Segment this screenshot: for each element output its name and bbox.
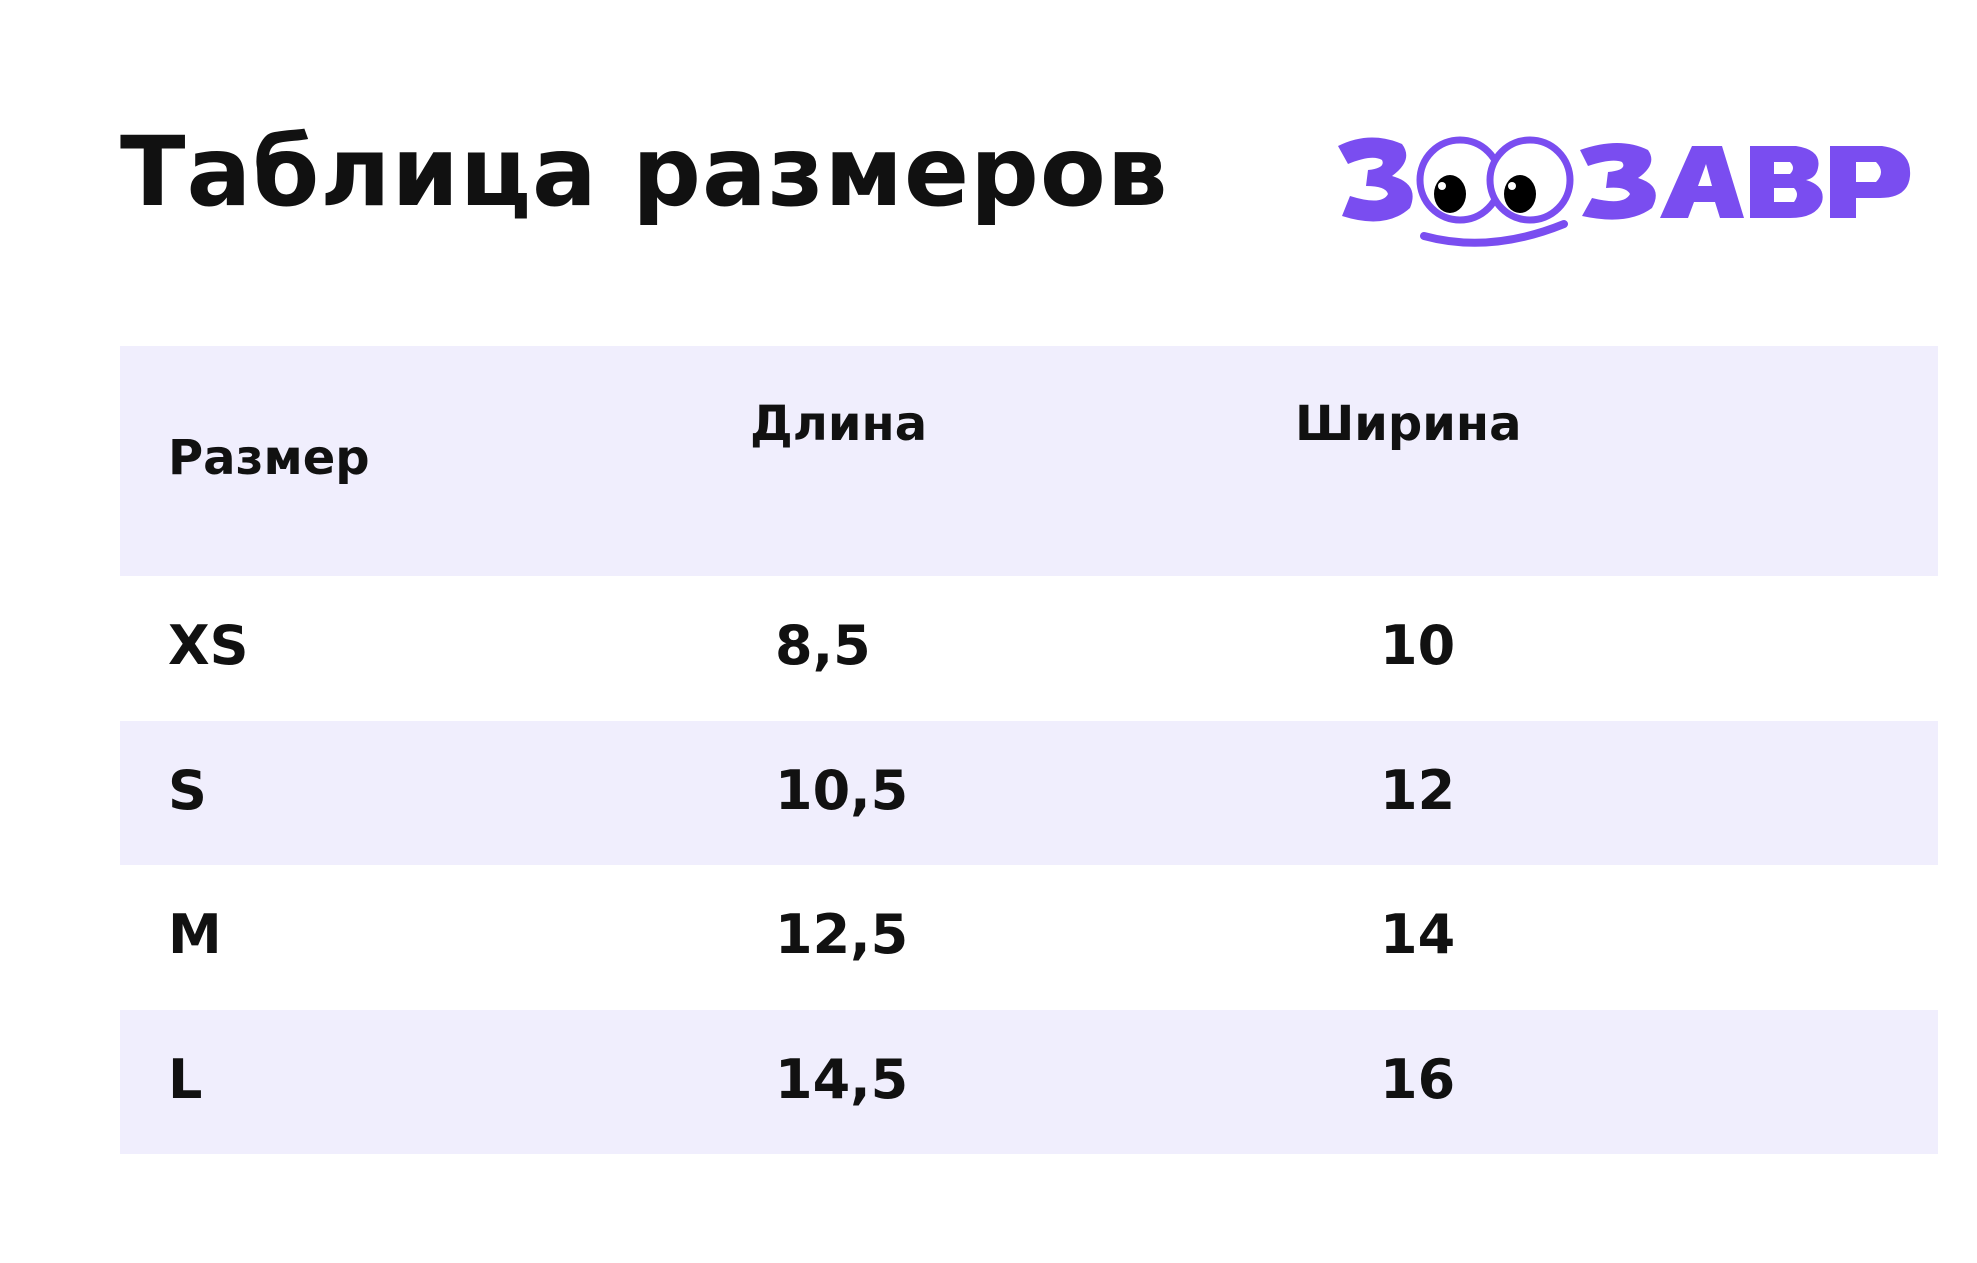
table-row: M 12,5 14	[120, 865, 1938, 1010]
logo-eye-glint-left	[1438, 182, 1446, 190]
size-table: Размер Длина Ширина XS 8,5 10 S 10,5 12 …	[120, 346, 1938, 1154]
cell-length: 10,5	[775, 758, 909, 822]
cell-size: L	[168, 1047, 203, 1111]
cell-length: 8,5	[775, 614, 871, 677]
logo-letter-v	[1750, 146, 1823, 218]
cell-width: 16	[1380, 1047, 1456, 1111]
header-length: Длина	[750, 396, 928, 452]
header-size: Размер	[168, 430, 370, 486]
cell-size: M	[168, 903, 222, 966]
header-width: Ширина	[1295, 396, 1522, 452]
logo-eye-glint-right	[1508, 182, 1516, 190]
table-row: XS 8,5 10	[120, 576, 1938, 721]
table-row: S 10,5 12	[120, 720, 1938, 865]
cell-width: 10	[1380, 614, 1456, 677]
cell-width: 14	[1380, 903, 1456, 966]
cell-width: 12	[1380, 758, 1456, 822]
logo-pupil-left	[1434, 175, 1466, 213]
logo-tongue	[1472, 240, 1486, 246]
logo-letter-a	[1660, 146, 1744, 218]
page-title: Таблица размеров	[120, 116, 1169, 228]
cell-size: XS	[168, 614, 249, 677]
logo-letter-z1	[1338, 137, 1413, 222]
table-row: L 14,5 16	[120, 1009, 1938, 1154]
cell-size: S	[168, 758, 207, 822]
logo-letter-r	[1830, 146, 1911, 218]
logo-pupil-right	[1504, 175, 1536, 213]
brand-logo	[1338, 136, 1911, 247]
table-header-row: Размер Длина Ширина	[120, 346, 1938, 576]
logo-letter-z2	[1580, 143, 1656, 220]
logo-smile	[1420, 220, 1568, 247]
cell-length: 12,5	[775, 903, 909, 966]
cell-length: 14,5	[775, 1047, 909, 1111]
